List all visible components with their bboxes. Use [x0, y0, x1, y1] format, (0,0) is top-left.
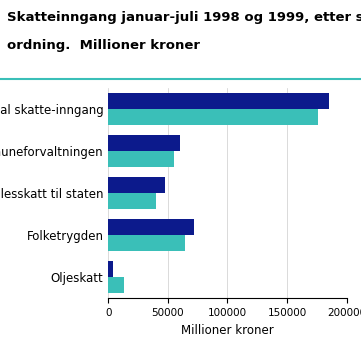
Bar: [108, 261, 113, 277]
Bar: [108, 93, 329, 109]
Bar: [108, 219, 194, 235]
Bar: [108, 109, 318, 125]
Bar: [108, 151, 174, 167]
Bar: [108, 235, 184, 251]
Text: Skatteinngang januar-juli 1998 og 1999, etter skatte-: Skatteinngang januar-juli 1998 og 1999, …: [7, 11, 361, 24]
X-axis label: Millioner kroner: Millioner kroner: [181, 324, 274, 337]
Bar: [108, 193, 156, 209]
Text: ordning.  Millioner kroner: ordning. Millioner kroner: [7, 39, 200, 52]
Bar: [108, 277, 124, 293]
Bar: [108, 177, 165, 193]
Bar: [108, 135, 180, 151]
